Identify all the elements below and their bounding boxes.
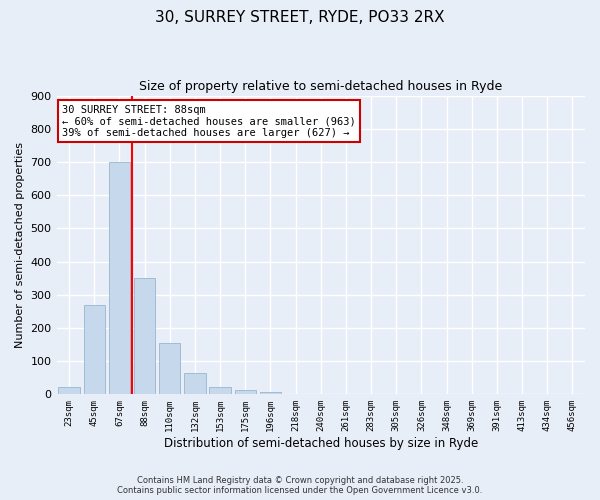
Text: 30, SURREY STREET, RYDE, PO33 2RX: 30, SURREY STREET, RYDE, PO33 2RX (155, 10, 445, 25)
Text: Contains HM Land Registry data © Crown copyright and database right 2025.
Contai: Contains HM Land Registry data © Crown c… (118, 476, 482, 495)
Bar (159, 343, 181, 394)
Text: 30 SURREY STREET: 88sqm
← 60% of semi-detached houses are smaller (963)
39% of s: 30 SURREY STREET: 88sqm ← 60% of semi-de… (62, 104, 356, 138)
Bar (109, 162, 130, 394)
X-axis label: Distribution of semi-detached houses by size in Ryde: Distribution of semi-detached houses by … (164, 437, 478, 450)
Bar (184, 373, 206, 394)
Bar (260, 392, 281, 394)
Bar (209, 387, 231, 394)
Bar (58, 387, 80, 394)
Title: Size of property relative to semi-detached houses in Ryde: Size of property relative to semi-detach… (139, 80, 502, 93)
Bar (83, 304, 105, 394)
Bar (134, 278, 155, 394)
Y-axis label: Number of semi-detached properties: Number of semi-detached properties (15, 142, 25, 348)
Bar (235, 390, 256, 394)
